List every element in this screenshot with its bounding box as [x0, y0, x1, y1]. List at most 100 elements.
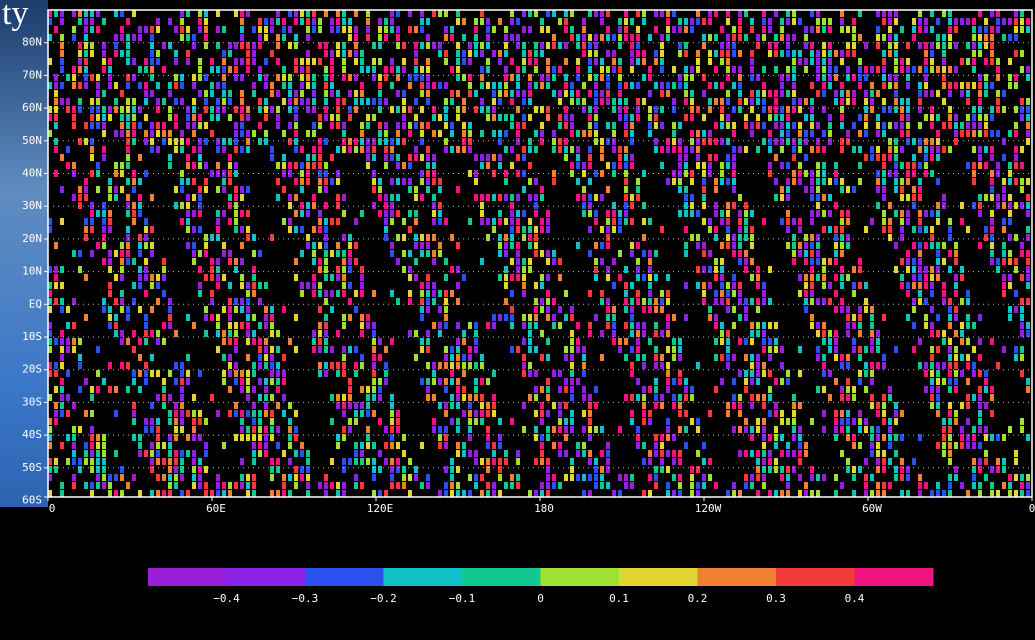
- data-pixel: [780, 474, 784, 481]
- data-pixel: [438, 10, 442, 17]
- data-pixel: [678, 338, 682, 345]
- data-pixel: [372, 66, 376, 73]
- data-pixel: [924, 242, 928, 249]
- data-pixel: [636, 82, 640, 89]
- data-pixel: [336, 242, 340, 249]
- data-pixel: [294, 178, 298, 185]
- data-pixel: [732, 130, 736, 137]
- data-pixel: [276, 346, 280, 353]
- data-pixel: [438, 290, 442, 297]
- data-pixel: [774, 490, 778, 497]
- data-pixel: [954, 474, 958, 481]
- data-pixel: [54, 242, 58, 249]
- data-pixel: [888, 18, 892, 25]
- data-pixel: [288, 218, 292, 225]
- data-pixel: [252, 442, 256, 449]
- data-pixel: [462, 362, 466, 369]
- data-pixel: [54, 410, 58, 417]
- data-pixel: [210, 66, 214, 73]
- data-pixel: [744, 482, 748, 489]
- data-pixel: [504, 450, 508, 457]
- data-pixel: [522, 402, 526, 409]
- data-pixel: [324, 138, 328, 145]
- data-pixel: [750, 474, 754, 481]
- data-pixel: [594, 98, 598, 105]
- data-pixel: [240, 370, 244, 377]
- data-pixel: [1014, 346, 1018, 353]
- data-pixel: [210, 314, 214, 321]
- data-pixel: [990, 154, 994, 161]
- data-pixel: [486, 34, 490, 41]
- data-pixel: [882, 394, 886, 401]
- data-pixel: [468, 82, 472, 89]
- data-pixel: [780, 466, 784, 473]
- data-pixel: [438, 490, 442, 497]
- data-pixel: [732, 306, 736, 313]
- data-pixel: [120, 90, 124, 97]
- data-pixel: [444, 122, 448, 129]
- data-pixel: [912, 346, 916, 353]
- data-pixel: [786, 490, 790, 497]
- data-pixel: [198, 138, 202, 145]
- data-pixel: [924, 146, 928, 153]
- data-pixel: [840, 26, 844, 33]
- data-pixel: [390, 218, 394, 225]
- data-pixel: [870, 66, 874, 73]
- data-pixel: [60, 82, 64, 89]
- data-pixel: [570, 90, 574, 97]
- data-pixel: [762, 394, 766, 401]
- data-pixel: [792, 258, 796, 265]
- data-pixel: [978, 114, 982, 121]
- data-pixel: [1008, 490, 1012, 497]
- data-pixel: [924, 26, 928, 33]
- data-pixel: [792, 106, 796, 113]
- data-pixel: [954, 122, 958, 129]
- data-pixel: [168, 442, 172, 449]
- data-pixel: [168, 394, 172, 401]
- data-pixel: [576, 98, 580, 105]
- data-pixel: [258, 18, 262, 25]
- data-pixel: [534, 394, 538, 401]
- data-pixel: [912, 274, 916, 281]
- data-pixel: [966, 98, 970, 105]
- data-pixel: [1026, 250, 1030, 257]
- data-pixel: [420, 306, 424, 313]
- data-pixel: [660, 402, 664, 409]
- data-pixel: [732, 282, 736, 289]
- data-pixel: [360, 98, 364, 105]
- data-pixel: [774, 466, 778, 473]
- data-pixel: [204, 250, 208, 257]
- data-pixel: [954, 410, 958, 417]
- data-pixel: [150, 466, 154, 473]
- data-pixel: [216, 98, 220, 105]
- data-pixel: [228, 370, 232, 377]
- data-pixel: [630, 314, 634, 321]
- data-pixel: [870, 402, 874, 409]
- data-pixel: [918, 90, 922, 97]
- data-pixel: [258, 346, 262, 353]
- data-pixel: [558, 410, 562, 417]
- data-pixel: [972, 18, 976, 25]
- data-pixel: [66, 98, 70, 105]
- data-pixel: [360, 362, 364, 369]
- data-pixel: [858, 354, 862, 361]
- data-pixel: [552, 370, 556, 377]
- data-pixel: [654, 466, 658, 473]
- data-pixel: [1002, 258, 1006, 265]
- data-pixel: [984, 474, 988, 481]
- data-pixel: [516, 450, 520, 457]
- data-pixel: [102, 154, 106, 161]
- data-pixel: [552, 314, 556, 321]
- data-pixel: [750, 394, 754, 401]
- data-pixel: [264, 322, 268, 329]
- data-pixel: [228, 322, 232, 329]
- data-pixel: [282, 410, 286, 417]
- data-pixel: [582, 394, 586, 401]
- data-pixel: [300, 466, 304, 473]
- data-pixel: [204, 122, 208, 129]
- data-pixel: [954, 82, 958, 89]
- data-pixel: [54, 114, 58, 121]
- data-pixel: [420, 346, 424, 353]
- data-pixel: [804, 250, 808, 257]
- data-pixel: [318, 362, 322, 369]
